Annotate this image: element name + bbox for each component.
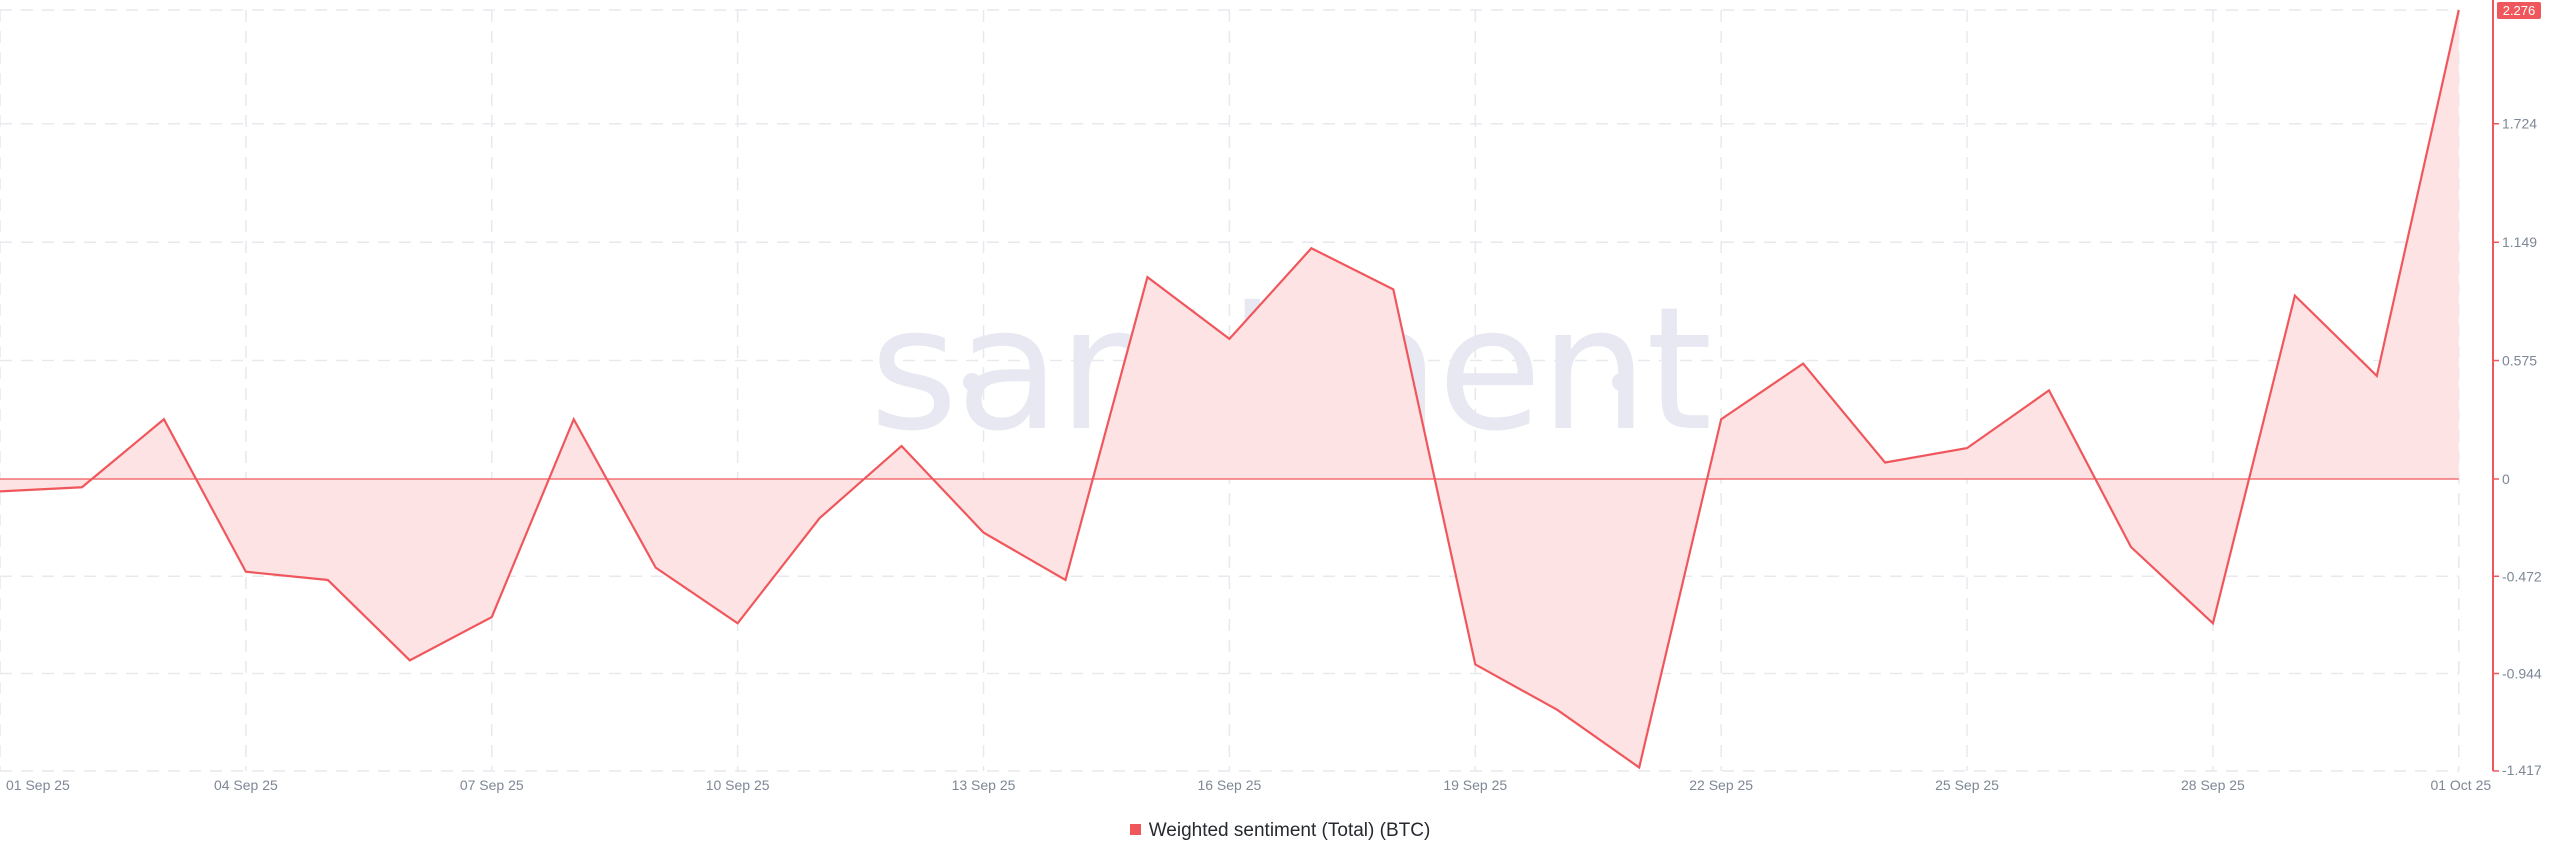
y-tick-label: -0.944 (2502, 666, 2542, 682)
x-tick-label: 04 Sep 25 (214, 777, 278, 793)
data-point[interactable] (486, 611, 498, 623)
data-point[interactable] (1059, 574, 1071, 586)
data-point[interactable] (896, 440, 908, 452)
x-tick-label: 22 Sep 25 (1689, 777, 1753, 793)
data-point[interactable] (2289, 290, 2301, 302)
x-tick-label: 13 Sep 25 (952, 777, 1016, 793)
y-axis: 1.724 1.149 0.575 0 -0.472 -0.944 -1.417 2.276 (2492, 0, 2542, 778)
data-point[interactable] (1141, 271, 1153, 283)
series-layer (0, 4, 2465, 773)
x-tick-label: 07 Sep 25 (460, 777, 524, 793)
data-point[interactable] (1223, 333, 1235, 345)
data-point[interactable] (1879, 457, 1891, 469)
data-point[interactable] (568, 413, 580, 425)
x-tick-label: 19 Sep 25 (1443, 777, 1507, 793)
series-line (0, 9, 2460, 770)
y-tick-label: 0 (2502, 471, 2510, 487)
data-point[interactable] (1387, 283, 1399, 295)
y-tick-label: -1.417 (2502, 762, 2542, 778)
y-tick-label: -0.472 (2502, 568, 2542, 584)
y-tick-label: 0.575 (2502, 353, 2537, 369)
data-point[interactable] (2207, 617, 2219, 629)
watermark-dot-right (1612, 373, 1630, 391)
x-tick-label: 28 Sep 25 (2181, 777, 2245, 793)
x-tick-label: 10 Sep 25 (706, 777, 770, 793)
legend-label: Weighted sentiment (Total) (BTC) (1148, 820, 1431, 841)
y-tick-label: 1.149 (2502, 234, 2537, 250)
data-point[interactable] (1305, 242, 1317, 254)
x-tick-label: 01 Oct 25 (2430, 777, 2491, 793)
data-point[interactable] (978, 527, 990, 539)
data-point[interactable] (76, 481, 88, 493)
data-point[interactable] (814, 512, 826, 524)
data-point[interactable] (2125, 541, 2137, 553)
watermark-dot-left (963, 373, 981, 391)
data-point[interactable] (2453, 4, 2465, 16)
data-point[interactable] (2371, 370, 2383, 382)
data-point[interactable] (240, 566, 252, 578)
last-value-label: 2.276 (2503, 3, 2536, 18)
data-point[interactable] (1961, 442, 1973, 454)
data-point[interactable] (2043, 384, 2055, 396)
y-tick-label: 1.724 (2502, 116, 2537, 132)
x-tick-label: 01 Sep 25 (6, 777, 70, 793)
data-point[interactable] (1797, 358, 1809, 370)
data-point[interactable] (1715, 413, 1727, 425)
x-tick-label: 25 Sep 25 (1935, 777, 1999, 793)
legend[interactable]: Weighted sentiment (Total) (BTC) (0, 820, 2560, 842)
data-point[interactable] (650, 562, 662, 574)
data-point[interactable] (404, 654, 416, 666)
legend-swatch (1129, 824, 1141, 835)
data-point[interactable] (322, 574, 334, 586)
data-point[interactable] (1551, 704, 1563, 716)
data-point[interactable] (732, 617, 744, 629)
data-point[interactable] (1633, 761, 1645, 773)
last-value-badge (2497, 2, 2541, 19)
data-point[interactable] (158, 413, 170, 425)
x-axis: 01 Sep 25 04 Sep 25 07 Sep 25 10 Sep 25 13 S… (6, 777, 2491, 793)
x-tick-label: 16 Sep 25 (1197, 777, 1261, 793)
series-area (0, 10, 2459, 768)
data-point[interactable] (1469, 658, 1481, 670)
